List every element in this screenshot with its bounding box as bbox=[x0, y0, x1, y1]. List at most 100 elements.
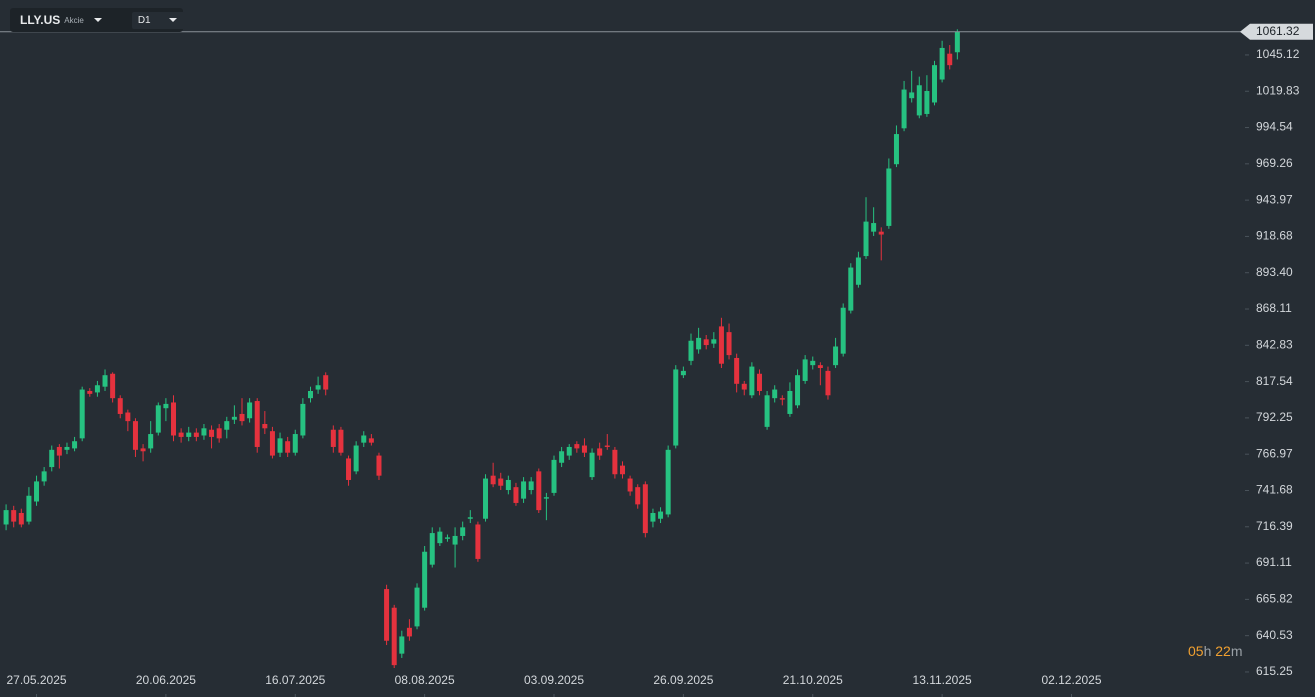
candle-body bbox=[604, 445, 610, 447]
candle-body bbox=[597, 448, 603, 456]
candle-body bbox=[376, 455, 382, 476]
candle-body bbox=[947, 53, 953, 66]
x-tick-label: 03.09.2025 bbox=[524, 673, 584, 687]
candle-body bbox=[490, 475, 496, 485]
symbol-toolbar: LLY.US Akcie D1 bbox=[10, 8, 185, 32]
candle-body bbox=[620, 465, 625, 475]
candle-body bbox=[338, 429, 344, 453]
candle-body bbox=[878, 231, 884, 235]
y-tick-label: 1045.12 bbox=[1256, 47, 1300, 61]
candle-body bbox=[939, 47, 945, 80]
candle-body bbox=[779, 398, 785, 400]
candle-body bbox=[460, 527, 466, 536]
candle-body bbox=[498, 478, 504, 486]
candle-body bbox=[893, 134, 899, 165]
candle-body bbox=[688, 340, 694, 361]
candle-body bbox=[825, 370, 831, 396]
candle-body bbox=[41, 471, 47, 482]
candle-body bbox=[581, 445, 587, 453]
candle-body bbox=[132, 421, 138, 450]
candle-body bbox=[718, 326, 724, 364]
candle-body bbox=[110, 373, 116, 399]
candle-body bbox=[840, 307, 846, 354]
candle-body bbox=[422, 551, 428, 608]
candle-body bbox=[49, 449, 55, 468]
timeframe-select[interactable]: D1 bbox=[131, 11, 185, 29]
y-tick-label: 665.82 bbox=[1256, 592, 1293, 606]
candle-body bbox=[764, 395, 770, 427]
candle-body bbox=[916, 85, 922, 116]
candle-body bbox=[452, 535, 458, 545]
x-tick-label: 26.09.2025 bbox=[653, 673, 713, 687]
symbol[interactable]: LLY.US bbox=[20, 13, 61, 27]
candle-body bbox=[384, 589, 390, 641]
candle-body bbox=[79, 389, 85, 439]
candle-body bbox=[3, 510, 9, 525]
candle-body bbox=[94, 385, 100, 393]
candle-body bbox=[125, 412, 131, 422]
candle-body bbox=[300, 403, 306, 436]
candle-body bbox=[483, 478, 489, 519]
candle-body bbox=[848, 267, 854, 311]
candle-body bbox=[772, 389, 778, 399]
candle-body bbox=[536, 471, 542, 511]
candle-body bbox=[117, 398, 123, 414]
candle-body bbox=[673, 369, 679, 446]
candle-body bbox=[932, 65, 938, 103]
candle-body bbox=[726, 332, 732, 356]
candle-body bbox=[696, 337, 702, 350]
minutes: 22 bbox=[1215, 643, 1231, 659]
candle-body bbox=[224, 421, 230, 430]
candle-body bbox=[589, 452, 595, 478]
candle-body bbox=[612, 449, 618, 475]
candle-body bbox=[231, 416, 237, 420]
candle-body bbox=[437, 531, 443, 544]
price-axis-panel bbox=[1245, 0, 1315, 697]
candle-body bbox=[467, 517, 473, 519]
candle-body bbox=[642, 484, 648, 534]
candle-body bbox=[247, 402, 253, 419]
minutes-unit: m bbox=[1230, 643, 1243, 659]
candle-body bbox=[886, 168, 892, 226]
candle-body bbox=[26, 495, 32, 522]
symbol-dropdown[interactable] bbox=[93, 18, 102, 22]
y-tick-label: 994.54 bbox=[1256, 120, 1293, 134]
candle-countdown: 05h 22m bbox=[1188, 643, 1243, 659]
candle-body bbox=[665, 449, 671, 515]
candle-body bbox=[64, 446, 70, 450]
candle-body bbox=[429, 533, 435, 565]
candle-body bbox=[505, 479, 511, 491]
candle-body bbox=[635, 487, 641, 505]
y-tick-label: 918.68 bbox=[1256, 229, 1293, 243]
candle-body bbox=[551, 459, 557, 493]
y-tick-label: 868.11 bbox=[1256, 301, 1292, 315]
candle-body bbox=[315, 385, 321, 390]
candle-body bbox=[292, 434, 298, 453]
candle-body bbox=[330, 429, 336, 447]
candle-body bbox=[269, 431, 275, 456]
candle-body bbox=[148, 434, 154, 449]
timeframe-dropdown[interactable] bbox=[168, 18, 177, 22]
y-tick-label: 741.68 bbox=[1256, 483, 1293, 497]
y-tick-label: 766.97 bbox=[1256, 446, 1293, 460]
candle-body bbox=[574, 444, 580, 449]
candle-body bbox=[140, 448, 146, 452]
candle-body bbox=[749, 366, 755, 396]
hours: 05 bbox=[1188, 643, 1204, 659]
candle-body bbox=[658, 511, 664, 519]
y-tick-label: 1019.83 bbox=[1256, 83, 1300, 97]
x-tick-label: 27.05.2025 bbox=[6, 673, 66, 687]
candle-body bbox=[954, 31, 960, 53]
candle-body bbox=[513, 487, 519, 503]
y-tick-label: 615.25 bbox=[1256, 664, 1293, 678]
candle-body bbox=[802, 359, 808, 381]
candle-body bbox=[254, 401, 260, 447]
candle-body bbox=[18, 512, 24, 525]
candle-body bbox=[810, 360, 816, 366]
candle-body bbox=[87, 390, 93, 394]
candle-body bbox=[924, 91, 930, 114]
candle-body bbox=[741, 383, 747, 390]
hours-unit: h bbox=[1203, 643, 1212, 659]
candle-body bbox=[855, 257, 861, 285]
